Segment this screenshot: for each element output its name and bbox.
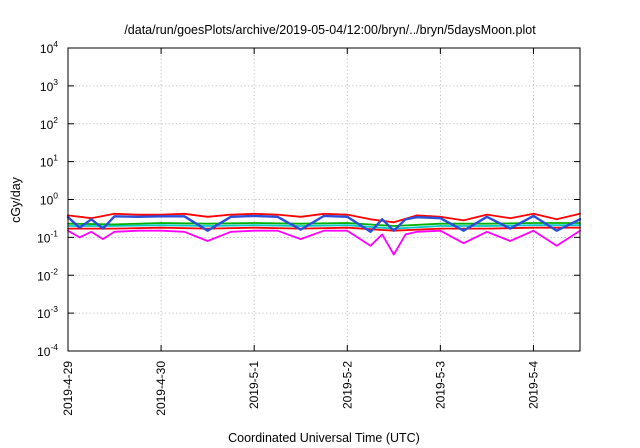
ticks	[67, 47, 580, 352]
series-line-4	[67, 222, 581, 227]
x-tick-label: 2019-5-3	[433, 361, 447, 409]
series-line-5	[67, 212, 581, 224]
y-tick-label: 101	[40, 153, 58, 170]
y-tick-label: 10-2	[37, 266, 58, 283]
y-tick-label: 104	[40, 39, 58, 56]
x-tick-label: 2019-5-2	[340, 361, 354, 409]
y-tick-label: 10-4	[37, 342, 58, 359]
y-axis-label: cGy/day	[9, 176, 23, 223]
y-tick-label: 10-1	[37, 228, 58, 245]
y-tick-label: 103	[40, 77, 58, 94]
x-tick-label: 2019-5-1	[247, 361, 261, 409]
x-axis-label: Coordinated Universal Time (UTC)	[228, 431, 420, 445]
x-tick-labels: 2019-4-29 2019-4-30 2019-5-1 2019-5-2 2019-5…	[61, 361, 540, 416]
y-tick-label: 10-3	[37, 304, 58, 321]
series-group	[66, 212, 582, 256]
x-tick-label: 2019-4-30	[154, 361, 168, 416]
series-line-3	[67, 224, 581, 230]
series-line-1	[67, 229, 581, 256]
y-tick-label: 100	[40, 191, 58, 208]
y-tick-label: 102	[40, 115, 58, 132]
chart-title: /data/run/goesPlots/archive/2019-05-04/1…	[124, 23, 536, 37]
x-tick-label: 2019-4-29	[61, 361, 75, 416]
y-tick-labels: 104 103 102 101 100 10-1 10-2 10-3 10-4	[37, 39, 58, 359]
series-line-2	[67, 226, 581, 232]
x-tick-label: 2019-5-4	[526, 361, 540, 409]
series-line-6	[66, 214, 582, 234]
grid	[68, 48, 580, 351]
